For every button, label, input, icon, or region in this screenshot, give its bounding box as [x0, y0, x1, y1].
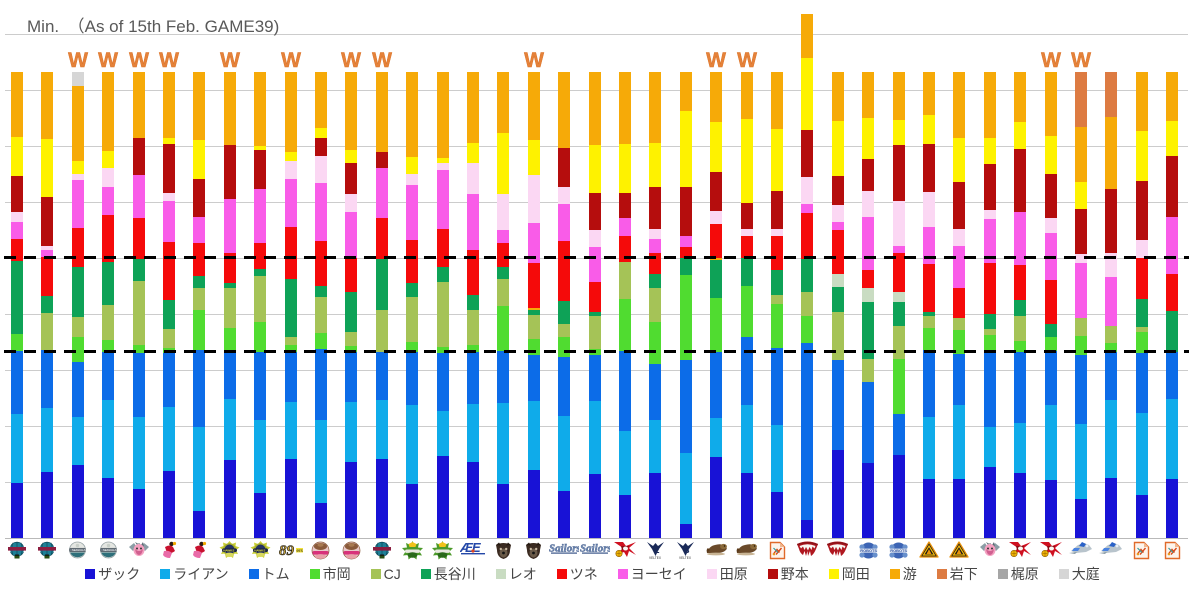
- svg-text:SEAGULLS: SEAGULLS: [103, 548, 117, 552]
- svg-text:3: 3: [685, 546, 690, 555]
- svg-text:ROBOTS: ROBOTS: [890, 548, 907, 553]
- svg-text:ers: ers: [297, 548, 304, 553]
- svg-text:SEAGULLS: SEAGULLS: [72, 548, 86, 552]
- svg-text:HAWKS: HAWKS: [254, 548, 265, 552]
- svg-text:Sailors: Sailors: [549, 543, 579, 555]
- svg-text:E: E: [472, 541, 481, 555]
- svg-text:Æ: Æ: [460, 541, 474, 555]
- svg-text:ROBOTS: ROBOTS: [860, 548, 877, 553]
- svg-text:VELTEX: VELTEX: [649, 556, 662, 560]
- svg-text:VELTEX: VELTEX: [679, 556, 692, 560]
- svg-text:2: 2: [655, 546, 660, 555]
- svg-text:Sailors: Sailors: [580, 543, 610, 555]
- svg-text:89: 89: [279, 543, 295, 557]
- svg-text:HAWKS: HAWKS: [223, 548, 234, 552]
